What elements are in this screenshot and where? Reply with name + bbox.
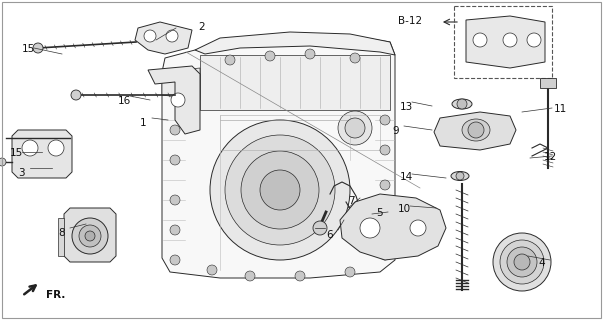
Polygon shape [340, 194, 446, 260]
Circle shape [22, 140, 38, 156]
Polygon shape [162, 38, 395, 278]
Text: 12: 12 [544, 152, 557, 162]
Circle shape [350, 53, 360, 63]
Text: B-12: B-12 [398, 16, 422, 26]
Ellipse shape [85, 231, 95, 241]
Polygon shape [12, 130, 72, 178]
Circle shape [245, 271, 255, 281]
Circle shape [170, 195, 180, 205]
Circle shape [360, 218, 380, 238]
Polygon shape [135, 22, 192, 54]
Text: 5: 5 [376, 208, 383, 218]
Ellipse shape [493, 233, 551, 291]
Polygon shape [466, 16, 545, 68]
Bar [454, 6, 552, 78]
Ellipse shape [338, 111, 372, 145]
Polygon shape [434, 112, 516, 150]
Text: 16: 16 [118, 96, 131, 106]
Circle shape [468, 122, 484, 138]
Ellipse shape [451, 172, 469, 180]
Text: 8: 8 [58, 228, 65, 238]
Text: 9: 9 [392, 126, 399, 136]
Circle shape [345, 267, 355, 277]
Text: 11: 11 [554, 104, 567, 114]
Circle shape [527, 33, 541, 47]
Ellipse shape [500, 240, 544, 284]
Text: 7: 7 [348, 196, 355, 206]
Circle shape [71, 90, 81, 100]
Text: 2: 2 [198, 22, 204, 32]
Circle shape [166, 30, 178, 42]
Circle shape [313, 221, 327, 235]
Circle shape [265, 51, 275, 61]
Polygon shape [200, 55, 390, 110]
Circle shape [473, 33, 487, 47]
Ellipse shape [241, 151, 319, 229]
Ellipse shape [260, 170, 300, 210]
Text: 6: 6 [326, 230, 333, 240]
Circle shape [170, 255, 180, 265]
Ellipse shape [514, 254, 530, 270]
Text: 15: 15 [22, 44, 35, 54]
Polygon shape [148, 66, 200, 134]
Circle shape [380, 115, 390, 125]
Ellipse shape [462, 119, 490, 141]
Circle shape [0, 158, 6, 166]
Polygon shape [64, 208, 116, 262]
Text: 10: 10 [398, 204, 411, 214]
Circle shape [207, 265, 217, 275]
Text: 14: 14 [400, 172, 413, 182]
Text: 13: 13 [400, 102, 413, 112]
Circle shape [457, 99, 467, 109]
Ellipse shape [210, 120, 350, 260]
Ellipse shape [72, 218, 108, 254]
Circle shape [48, 140, 64, 156]
Circle shape [456, 172, 464, 180]
Circle shape [170, 125, 180, 135]
Circle shape [380, 250, 390, 260]
Circle shape [33, 43, 43, 53]
Circle shape [144, 30, 156, 42]
Circle shape [170, 225, 180, 235]
Bar [540, 78, 556, 88]
Ellipse shape [452, 99, 472, 109]
Ellipse shape [79, 225, 101, 247]
Circle shape [225, 55, 235, 65]
Ellipse shape [507, 247, 537, 277]
Polygon shape [58, 218, 64, 256]
Circle shape [380, 180, 390, 190]
Text: FR.: FR. [46, 290, 65, 300]
Text: 15: 15 [10, 148, 24, 158]
Circle shape [171, 93, 185, 107]
Circle shape [380, 145, 390, 155]
Polygon shape [162, 68, 200, 100]
Polygon shape [195, 32, 395, 55]
Circle shape [170, 155, 180, 165]
Ellipse shape [345, 118, 365, 138]
Circle shape [295, 271, 305, 281]
Text: 4: 4 [538, 258, 545, 268]
Ellipse shape [225, 135, 335, 245]
Text: 1: 1 [140, 118, 147, 128]
Circle shape [380, 215, 390, 225]
Circle shape [410, 220, 426, 236]
Text: 3: 3 [18, 168, 25, 178]
Circle shape [305, 49, 315, 59]
Circle shape [503, 33, 517, 47]
